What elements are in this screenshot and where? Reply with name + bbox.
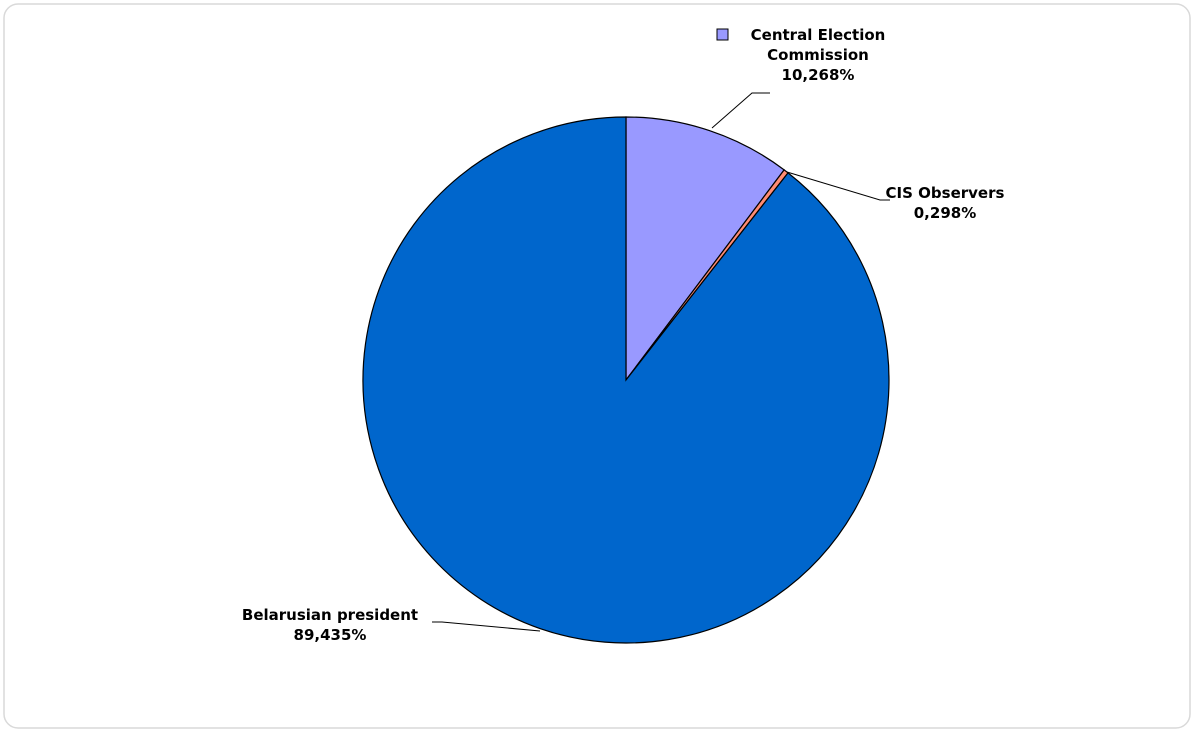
value-label: 10,268%	[781, 66, 855, 84]
value-label: 89,435%	[293, 626, 367, 644]
pie-slice	[625, 116, 785, 382]
slice-name: Central Election Commission	[750, 26, 886, 64]
value-label: 0,298%	[913, 204, 977, 222]
slice-name: CIS Observers	[885, 184, 1005, 202]
legend-key	[716, 28, 729, 41]
data-label: CIS Observers 0,298%	[870, 183, 1020, 223]
slice-name: Belarusian president	[241, 606, 419, 624]
leader-line	[711, 92, 770, 129]
data-label: Central Election Commission 10,268%	[720, 25, 916, 85]
pie-slice	[362, 116, 890, 644]
leader-line	[786, 171, 890, 201]
data-label: Belarusian president 89,435%	[205, 605, 455, 645]
leader-line	[432, 621, 541, 632]
